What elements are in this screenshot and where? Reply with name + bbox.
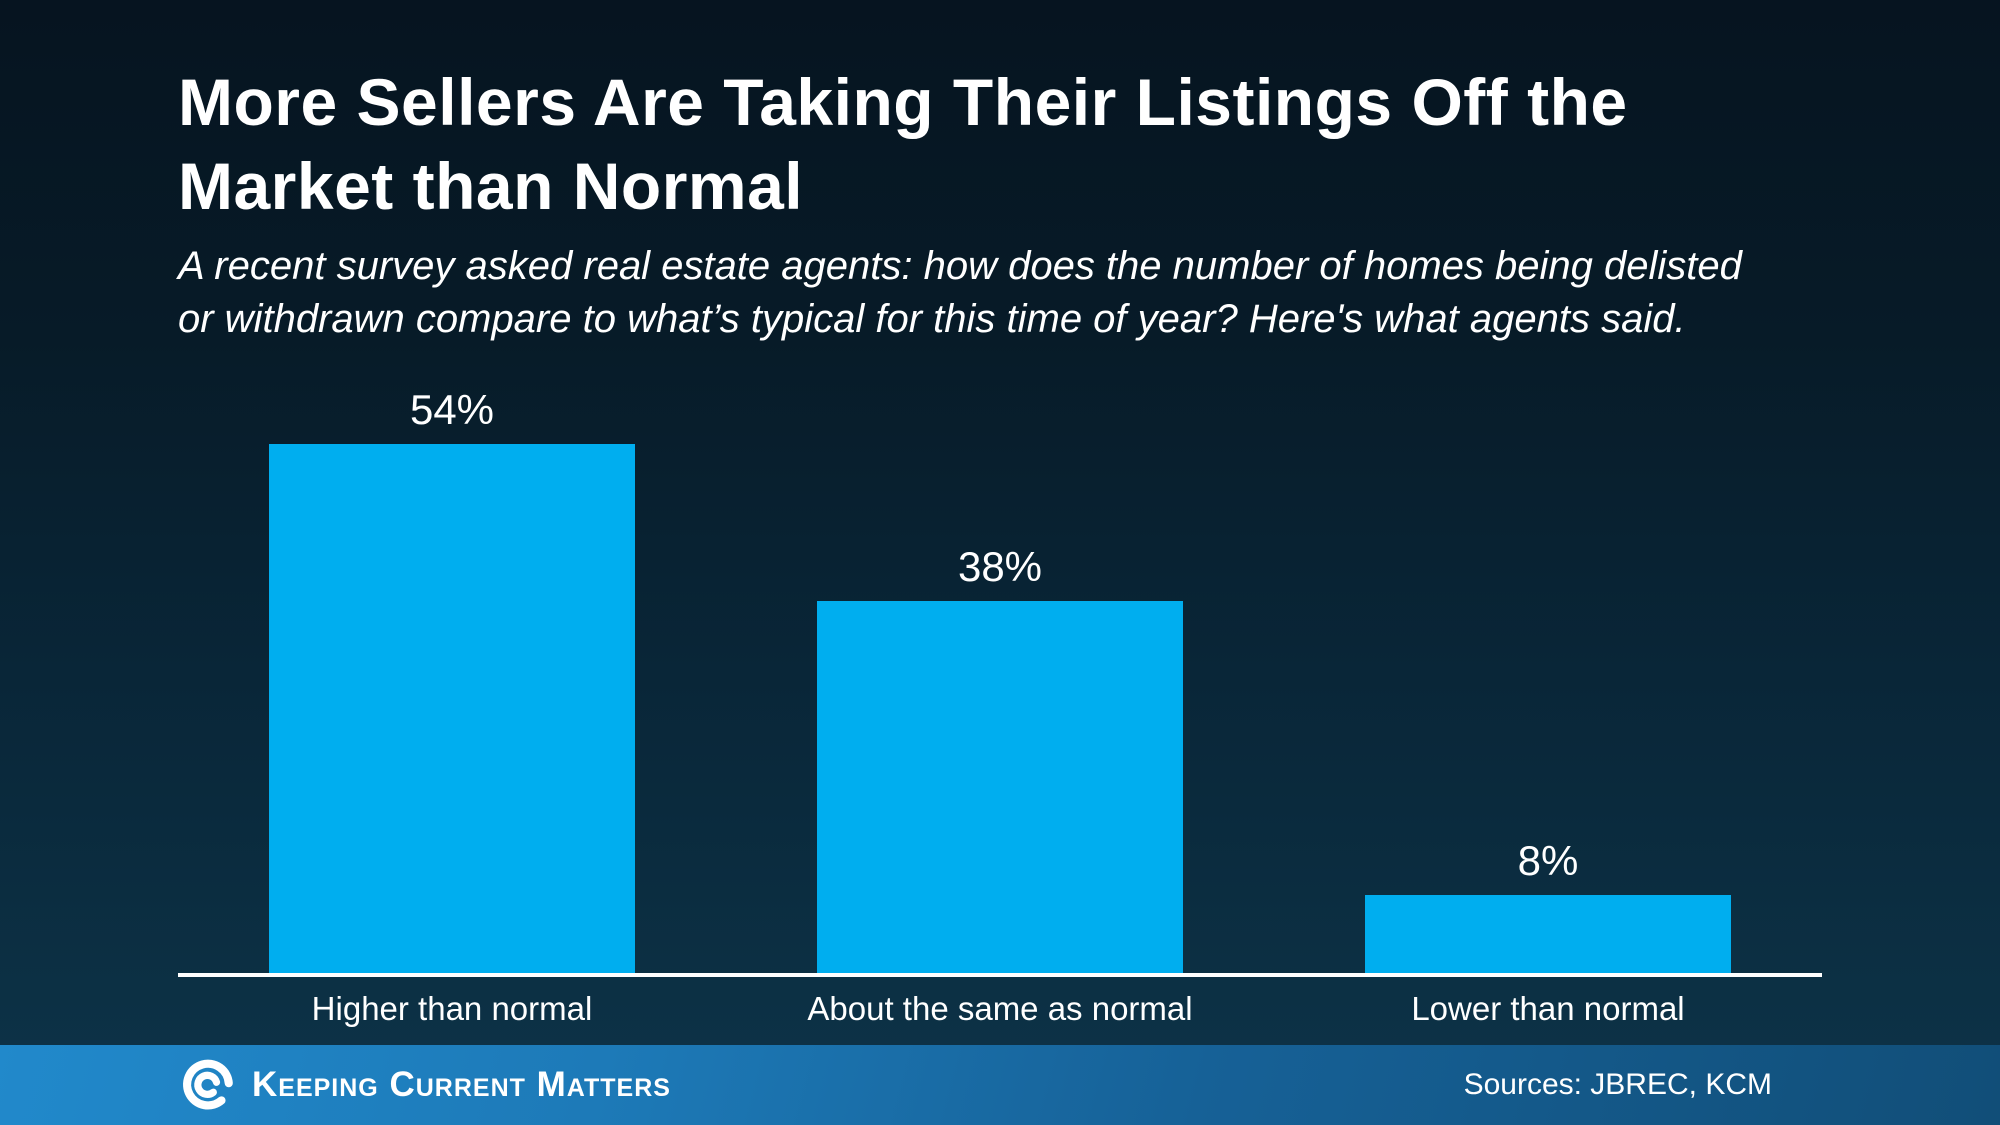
page-subtitle: A recent survey asked real estate agents… [178, 240, 1898, 346]
bar-group-lower: 8% [1274, 837, 1822, 973]
category-label-higher: Higher than normal [311, 990, 593, 1027]
brand-name: Keeping Current Matters [252, 1065, 671, 1104]
bar-value-label: 54% [409, 386, 495, 433]
page-title: More Sellers Are Taking Their Listings O… [178, 60, 1878, 229]
bar [817, 601, 1183, 973]
category-label-same: About the same as normal [807, 990, 1193, 1027]
title-line-1: More Sellers Are Taking Their Listings O… [178, 65, 1628, 139]
subtitle-line-2: or withdrawn compare to what’s typical f… [178, 296, 1686, 341]
bar-value-label: 38% [957, 543, 1043, 590]
title-line-2: Market than Normal [178, 149, 804, 224]
bar-group-same: 38% [726, 543, 1274, 973]
x-axis-line [178, 973, 1822, 977]
brand-lockup: Keeping Current Matters [178, 1056, 671, 1114]
kcm-swirl-icon [183, 1059, 233, 1110]
category-label-lower: Lower than normal [1411, 990, 1685, 1027]
sources-text: Sources: JBREC, KCM [1463, 1068, 1772, 1101]
bar-chart: 54% 38% 8% [178, 0, 1822, 973]
footer-bar: Keeping Current Matters Sources: JBREC, … [0, 1045, 2000, 1125]
bar [1365, 895, 1731, 973]
subtitle-line-1: A recent survey asked real estate agents… [178, 244, 1742, 288]
bar-value-label: 8% [1517, 837, 1579, 884]
category-labels: Higher than normal About the same as nor… [178, 990, 1822, 1028]
bar [269, 444, 635, 973]
bar-group-higher: 54% [178, 386, 726, 973]
